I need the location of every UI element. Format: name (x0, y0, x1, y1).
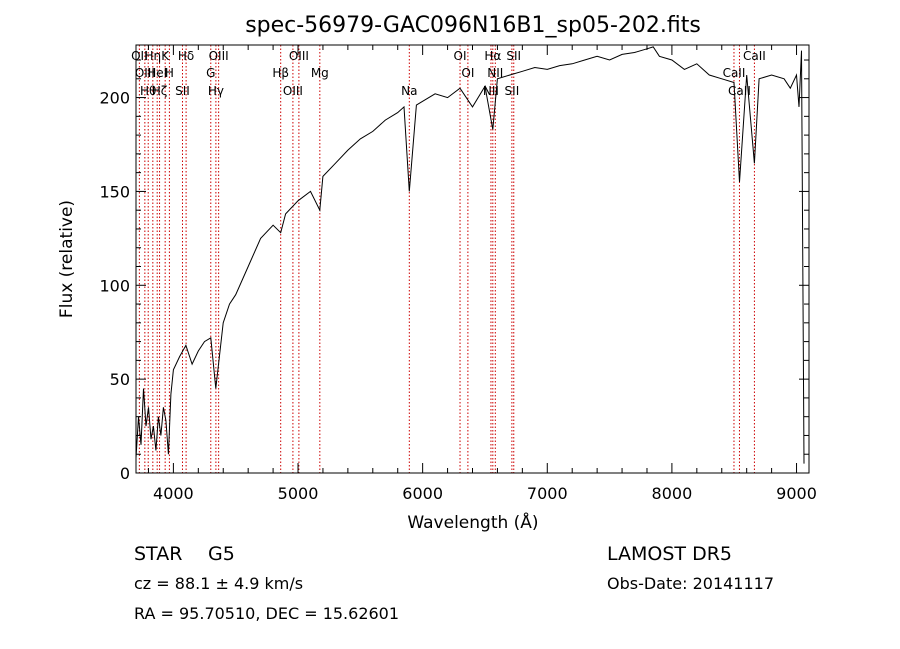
line-label: Hγ (208, 84, 224, 98)
spectral-line-labels: OIIOIIIHθHηHeIHζKHSIIHδGHγOIIIHβOIIIOIII… (131, 49, 766, 98)
object-class: STAR (134, 543, 182, 565)
line-label: OII (131, 49, 148, 63)
line-label: OI (454, 49, 467, 63)
x-tick-label: 6000 (402, 484, 443, 503)
line-label: K (161, 49, 170, 63)
spectral-subclass: G5 (208, 543, 235, 565)
line-label: HeI (147, 66, 167, 80)
x-axis-ticks: 4000 5000 6000 7000 8000 9000 (147, 45, 817, 503)
observation-date: Obs-Date: 20141117 (607, 574, 774, 593)
line-label: SII (505, 84, 520, 98)
line-label: NII (487, 66, 503, 80)
x-tick-label: 4000 (153, 484, 194, 503)
survey-name: LAMOST DR5 (607, 543, 732, 565)
redshift-cz: cz = 88.1 ± 4.9 km/s (134, 574, 303, 593)
line-label: OIII (135, 66, 155, 80)
line-label: OIII (209, 49, 229, 63)
spectrum-line (135, 46, 805, 464)
y-tick-label: 50 (110, 370, 130, 389)
y-axis-ticks: 0 50 100 150 200 (99, 59, 809, 483)
line-label: Hζ (152, 84, 168, 98)
x-tick-label: 7000 (527, 484, 568, 503)
plot-frame (135, 44, 810, 474)
line-label: H (165, 66, 174, 80)
y-tick-label: 100 (99, 276, 130, 295)
line-label: OIII (283, 84, 303, 98)
line-label: Hβ (272, 66, 289, 80)
line-label: SII (506, 49, 521, 63)
line-label: OIII (289, 49, 309, 63)
line-label: Hθ (140, 84, 156, 98)
line-label: CaII (743, 49, 766, 63)
line-label: Mg (311, 66, 329, 80)
y-tick-label: 0 (120, 464, 130, 483)
line-label: G (206, 66, 215, 80)
x-tick-label: 8000 (652, 484, 693, 503)
x-tick-label: 9000 (776, 484, 817, 503)
line-label: OI (461, 66, 474, 80)
line-label: CaII (723, 66, 746, 80)
y-axis-label: Flux (relative) (57, 200, 77, 318)
x-axis-label: Wavelength (Å) (407, 511, 538, 533)
line-label: SII (175, 84, 190, 98)
line-label: Hη (145, 49, 162, 63)
line-label: Na (401, 84, 417, 98)
coordinates: RA = 95.70510, DEC = 15.62601 (134, 604, 399, 623)
y-tick-label: 150 (99, 182, 130, 201)
y-tick-label: 200 (99, 89, 130, 108)
chart-title: spec-56979-GAC096N16B1_sp05-202.fits (245, 13, 701, 38)
spectral-line-markers (138, 45, 755, 473)
line-label: Hα (484, 49, 501, 63)
x-tick-label: 5000 (278, 484, 319, 503)
line-label: Hδ (178, 49, 194, 63)
